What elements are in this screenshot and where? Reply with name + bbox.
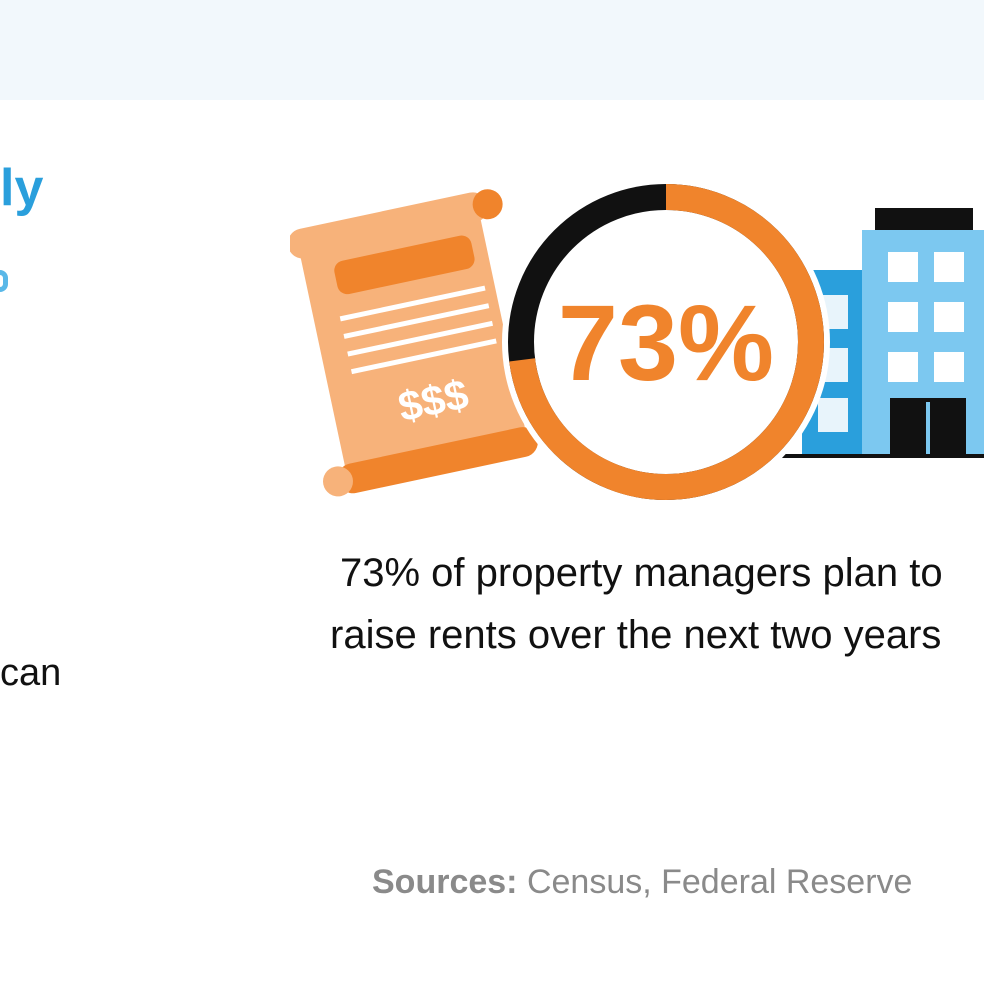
rent-increase-illustration: $$$ 73% <box>290 170 984 520</box>
sources-note: Sources: Census, Federal Reserve <box>372 860 912 904</box>
lease-scroll-icon: $$$ <box>290 189 538 497</box>
left-body-fragment: can <box>0 652 62 694</box>
sources-label: Sources: <box>372 863 518 901</box>
caption-line-2: raise rents over the next two years <box>330 613 942 657</box>
percent-ring-icon: 73% <box>502 178 830 506</box>
sources-text: Census, Federal Reserve <box>517 863 913 901</box>
left-heading-fragment-mark <box>0 270 8 292</box>
left-heading-fragment: ly <box>0 159 44 217</box>
stat-caption: 73% of property managers plan to raise r… <box>330 542 984 666</box>
header-band <box>0 0 984 100</box>
percent-ring-fill <box>508 184 824 500</box>
percent-label: 73% <box>558 282 774 403</box>
illustration-svg: $$$ 73% <box>290 178 984 506</box>
caption-line-1: 73% of property managers plan to <box>340 551 943 595</box>
